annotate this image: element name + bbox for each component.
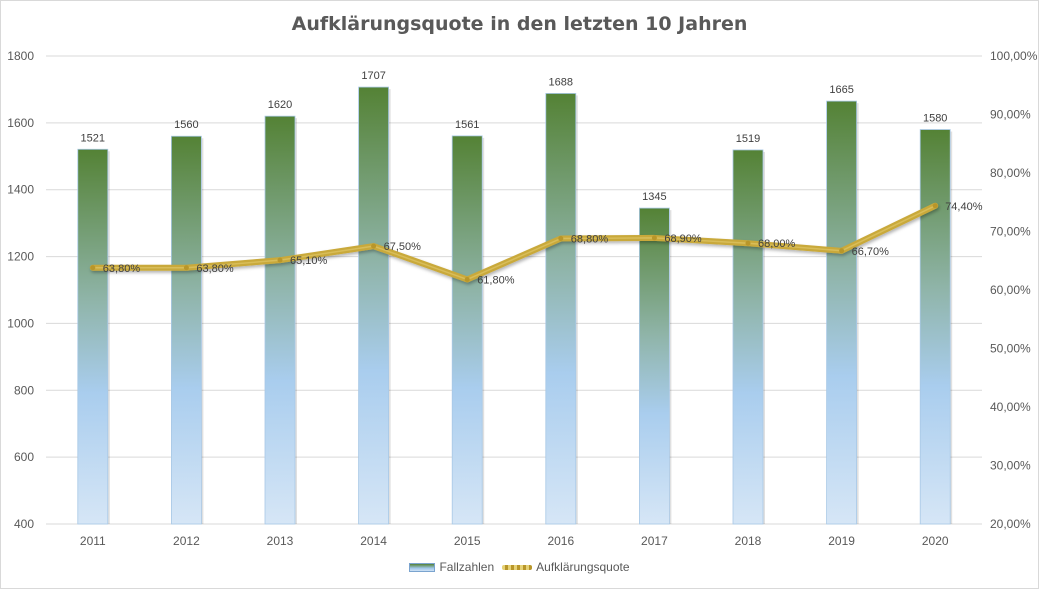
x-tick-label: 2019 [828,534,855,548]
y-tick-label: 600 [14,450,34,464]
bar [264,115,296,525]
bar [826,100,857,525]
x-tick-label: 2015 [454,534,481,548]
bar-data-label: 1580 [923,113,947,125]
line-point [745,240,751,246]
legend-label-bars: Fallzahlen [439,560,495,574]
x-tick-label: 2012 [173,534,200,548]
bar-data-label: 1561 [455,119,479,131]
y2-tick-label: 20,00% [990,517,1031,531]
line-point [558,236,564,242]
legend-label-line: Aufklärungsquote [536,560,630,574]
grid-lines [46,55,982,525]
y2-tick-label: 40,00% [990,400,1031,414]
line-point [651,235,657,241]
quote-line-highlight [92,205,936,281]
axis-ticks: 400 600 800 1000 1200 1400 1600 1800 20,00% 30,00… [7,49,1037,548]
line-data-label: 61,80% [477,274,515,286]
line-point [464,276,470,282]
bar-data-label: 1345 [642,191,666,203]
y2-tick-label: 30,00% [990,459,1031,473]
y-tick-label: 800 [14,383,34,397]
legend-item-line: Aufklärungsquote [502,560,630,574]
line-data-label: 63,80% [196,263,234,275]
bar [639,207,670,525]
legend-bar-swatch [409,562,436,572]
x-tick-label: 2018 [735,534,762,548]
y2-tick-label: 70,00% [990,225,1031,239]
x-tick-label: 2020 [922,534,949,548]
bar [451,135,483,525]
line-data-label: 65,10% [290,255,328,267]
line-data-label: 67,50% [384,241,422,253]
line-point [183,265,189,271]
bar [545,93,577,525]
line-point [839,248,845,254]
bar-data-label: 1521 [81,132,105,144]
x-tick-label: 2011 [80,534,106,548]
line-point [90,265,96,271]
x-tick-label: 2014 [360,534,387,548]
line-point [932,203,938,209]
bar-data-label: 1665 [829,84,853,96]
line-series [89,202,939,283]
y2-tick-label: 90,00% [990,108,1031,122]
line-data-label: 68,90% [664,233,702,245]
line-data-label: 63,80% [103,263,141,275]
line-data-label: 66,70% [852,246,890,258]
legend-line-swatch [502,564,533,570]
bar-data-label: 1560 [174,119,198,131]
line-point [277,257,283,263]
y-tick-label: 400 [14,517,34,531]
line-point [371,243,377,249]
legend: Fallzahlen Aufklärungsquote [0,560,1039,574]
bar [77,148,109,525]
legend-item-bars: Fallzahlen [409,560,494,574]
y2-tick-label: 60,00% [990,283,1031,297]
line-data-label: 74,40% [945,201,983,213]
y-tick-label: 1600 [7,116,34,130]
bar-series [77,86,953,525]
bar-data-label: 1620 [268,99,292,111]
y2-tick-label: 80,00% [990,166,1031,180]
x-tick-label: 2013 [267,534,294,548]
bar-data-label: 1707 [361,70,385,82]
bar-data-label: 1688 [549,76,573,88]
y2-tick-label: 100,00% [990,49,1038,63]
chart-title: Aufklärungsquote in den letzten 10 Jahre… [291,13,748,35]
bar [358,86,390,525]
y-tick-label: 1200 [7,250,34,264]
bar-data-label: 1519 [736,133,760,145]
bar [919,129,951,525]
line-data-label: 68,80% [571,234,609,246]
y-tick-label: 1400 [7,183,34,197]
x-tick-label: 2016 [547,534,574,548]
line-data-label: 68,00% [758,238,796,250]
y-tick-label: 1000 [7,316,34,330]
bar [732,149,764,525]
y-tick-label: 1800 [7,49,34,63]
bar [170,135,202,525]
data-labels: 1521 1560 1620 1707 1561 1688 1345 1519 1665 1580… [81,70,983,286]
y2-tick-label: 50,00% [990,342,1031,356]
x-tick-label: 2017 [641,534,668,548]
